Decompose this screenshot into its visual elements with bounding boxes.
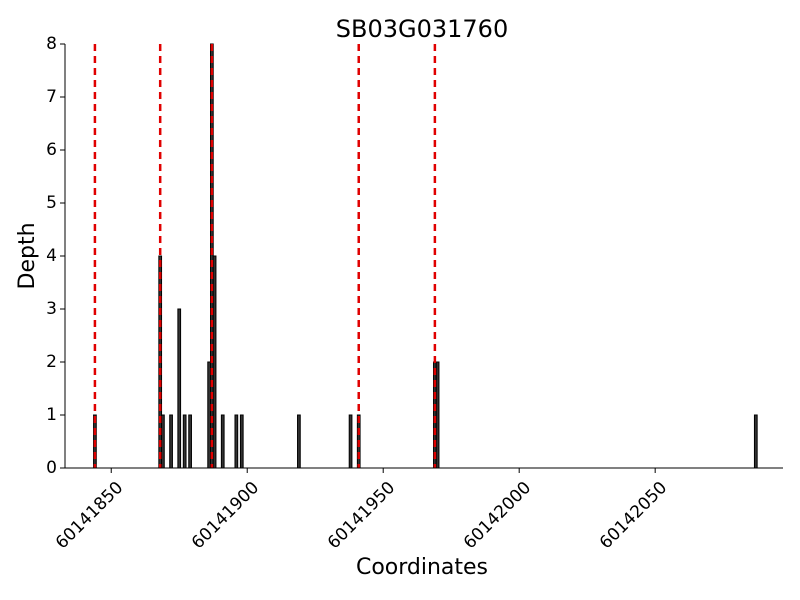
- y-tick-label: 5: [46, 193, 57, 213]
- x-tick-label: 60142000: [460, 478, 535, 553]
- bar: [234, 414, 239, 469]
- chart-title: SB03G031760: [336, 15, 508, 43]
- x-axis-label: Coordinates: [356, 555, 488, 580]
- y-tick-label: 0: [46, 458, 57, 478]
- bar: [435, 361, 440, 469]
- bar: [188, 414, 192, 469]
- bar: [169, 414, 173, 469]
- y-tick-label: 3: [46, 299, 57, 319]
- bar: [753, 414, 758, 469]
- y-tick-label: 7: [46, 87, 57, 107]
- bar: [212, 255, 217, 469]
- x-tick-label: 60142050: [596, 478, 671, 553]
- bar: [182, 414, 187, 469]
- x-tick-label: 60141950: [324, 478, 399, 553]
- bar: [177, 308, 182, 469]
- y-tick-label: 1: [46, 405, 57, 425]
- y-tick-label: 8: [46, 34, 57, 54]
- bar: [348, 414, 353, 469]
- x-tick-label: 60141850: [52, 478, 127, 553]
- x-tick-label: 60141900: [188, 478, 263, 553]
- bar: [161, 414, 165, 469]
- y-axis-label: Depth: [15, 222, 40, 289]
- y-tick-label: 2: [46, 352, 57, 372]
- bar: [239, 414, 244, 469]
- y-tick-label: 4: [46, 246, 57, 266]
- y-tick-label: 6: [46, 140, 57, 160]
- bar: [297, 414, 301, 469]
- bar: [220, 414, 225, 469]
